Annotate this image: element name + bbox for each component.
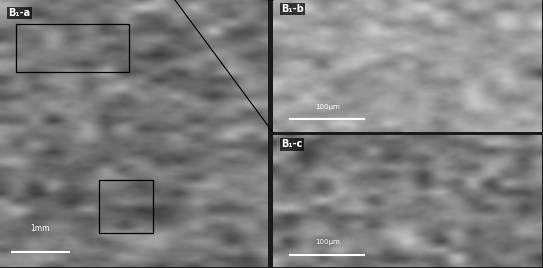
Bar [16,24,129,72]
Text: 100μm: 100μm [315,104,339,110]
Text: 100μm: 100μm [315,239,339,245]
Text: B₁-b: B₁-b [281,4,304,14]
Text: 1mm: 1mm [30,224,50,233]
Text: B₁-c: B₁-c [281,139,302,149]
Bar [99,180,153,233]
Text: B₁-a: B₁-a [8,8,30,18]
